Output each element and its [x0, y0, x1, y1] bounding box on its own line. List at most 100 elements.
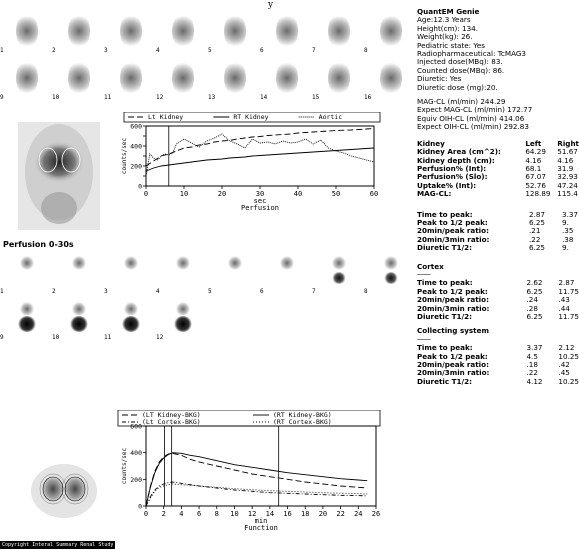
- info-line: Expect MAG-CL (ml/min) 172.77: [417, 106, 533, 115]
- table-row: Diuretic T1/2: 6.25 9.: [417, 243, 578, 253]
- info-line: Equiv OIH-CL (ml/min) 414.06: [417, 114, 525, 123]
- row-label: Time to peak:: [417, 343, 473, 353]
- frame-activity: [122, 316, 140, 332]
- frame-activity: [176, 256, 190, 270]
- x-tick-label: 0: [144, 190, 148, 198]
- frame-activity: [280, 256, 294, 270]
- frame-number: 9: [0, 334, 4, 341]
- info-line: Pediatric state: Yes: [417, 41, 485, 50]
- info-line: Height(cm): 134.: [417, 24, 479, 33]
- right-value: 47.24: [557, 180, 578, 190]
- frame-number: 4: [156, 47, 160, 54]
- right-value: 3.37: [562, 209, 579, 219]
- table-row: Time to peak: 3.37 2.12: [417, 343, 579, 353]
- left-value: .18: [526, 360, 538, 370]
- left-value: 3.37: [526, 343, 543, 353]
- frame-thumbnail: 3: [104, 250, 156, 295]
- frame-number: 6: [260, 47, 264, 54]
- frame-activity: [384, 256, 398, 270]
- x-tick-label: 2: [162, 510, 166, 518]
- table-row: Uptake% (Int): 52.76 47.24: [417, 180, 579, 190]
- frame-number: 8: [364, 288, 368, 295]
- right-value: 31.9: [557, 163, 574, 173]
- left-value: 52.76: [525, 180, 546, 190]
- frame-activity: [124, 256, 138, 270]
- series-line: [145, 133, 375, 177]
- y-tick-label: 600: [130, 423, 142, 431]
- row-label: Diuretic T1/2:: [417, 243, 473, 253]
- cortex-table: Time to peak: 2.62 2.87 Peak to 1/2 peak: 6.…: [417, 278, 579, 321]
- frame-number: 10: [52, 334, 60, 341]
- info-line: Diuretic dose (mg):20.: [417, 83, 498, 92]
- frame-activity: [72, 256, 86, 270]
- frame-activity: [70, 316, 88, 332]
- legend-box: [123, 112, 381, 123]
- frame-number: 12: [156, 94, 164, 101]
- table-row: 20min/peak ratio: .21 .35: [417, 226, 578, 235]
- frame-number: 16: [364, 94, 372, 101]
- row-label: Diuretic T1/2:: [417, 312, 473, 321]
- frame-activity: [120, 60, 142, 96]
- frame-activity: [16, 60, 38, 96]
- series-line: [145, 147, 375, 172]
- table-row: Diuretic T1/2: 6.25 11.75: [417, 312, 579, 321]
- right-value: 10.25: [558, 376, 579, 386]
- frame-number: 13: [208, 94, 216, 101]
- y-tick-label: 400: [130, 449, 142, 457]
- frame-activity: [332, 256, 346, 270]
- row-label: Diuretic T1/2:: [417, 376, 473, 386]
- frame-activity: [68, 13, 90, 49]
- frame-thumbnail: 6: [260, 250, 312, 295]
- left-value: .28: [526, 303, 538, 313]
- results-panel: QuantEM Genie Age:12.3 Years Height(cm): 1…: [417, 8, 579, 386]
- frame-thumbnail: 2: [52, 250, 104, 295]
- x-tick-label: 20: [218, 190, 226, 198]
- x-tick-label: 22: [336, 510, 344, 518]
- row-label: Peak to 1/2 peak:: [417, 286, 488, 296]
- right-value: 10.25: [558, 351, 579, 361]
- info-line: MAG-CL (ml/min) 244.29: [417, 98, 506, 107]
- y-tick-label: 0: [138, 503, 142, 511]
- frame-number: 2: [52, 47, 56, 54]
- frame-activity: [18, 316, 36, 332]
- frame-thumbnail: 12: [156, 296, 208, 341]
- info-line: Injected dose(MBq): 83.: [417, 58, 503, 67]
- frame-number: 11: [104, 94, 112, 101]
- frame-activity: [72, 302, 86, 316]
- row-label: Peak to 1/2 peak:: [417, 217, 488, 227]
- series-line: [145, 128, 375, 167]
- table-row: Time to peak: 2.87 3.37: [417, 209, 579, 219]
- frame-activity: [20, 256, 34, 270]
- row-label: 20min/3min ratio:: [417, 368, 490, 378]
- x-tick-label: 10: [230, 510, 238, 518]
- frame-thumbnail: 13: [208, 56, 260, 101]
- frame-thumbnail: 12: [156, 56, 208, 101]
- row-label: 20min/peak ratio:: [417, 295, 489, 305]
- right-value: .38: [562, 234, 574, 244]
- x-axis-label-2: Function: [244, 524, 278, 532]
- series-line: [145, 452, 368, 507]
- frame-number: 3: [104, 47, 108, 54]
- frame-thumbnail: 11: [104, 56, 156, 101]
- legend-label: Lt Kidney: [148, 113, 183, 121]
- frame-number: 15: [312, 94, 320, 101]
- frame-thumbnail: 11: [104, 296, 156, 341]
- right-value: .44: [558, 303, 570, 313]
- y-tick-label: 0: [138, 183, 142, 191]
- kidney-summary-image: [18, 122, 100, 230]
- right-value: 11.75: [558, 312, 579, 321]
- legend-label: (Lt Cortex-BKG): [142, 418, 201, 426]
- frame-number: 1: [0, 47, 4, 54]
- kidney-roi-image: [28, 462, 100, 520]
- frame-number: 3: [104, 288, 108, 295]
- x-tick-label: 12: [248, 510, 256, 518]
- frame-activity: [124, 302, 138, 316]
- info-line: Counted dose(MBq): 86.: [417, 66, 505, 75]
- frame-activity: [68, 60, 90, 96]
- frame-thumbnail: 8: [364, 250, 416, 295]
- frame-number: 11: [104, 334, 112, 341]
- kidney-header-left: Left: [525, 138, 542, 148]
- frame-thumbnail: 7: [312, 250, 364, 295]
- frame-thumbnail: 7: [312, 9, 364, 54]
